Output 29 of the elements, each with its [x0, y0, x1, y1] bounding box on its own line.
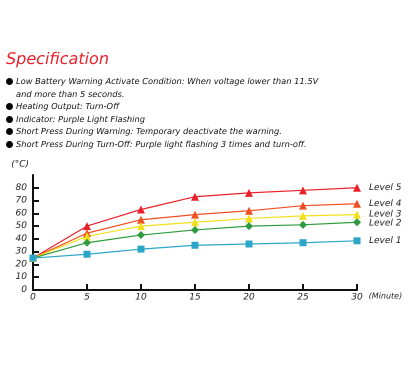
y-tick-label: 50: [16, 221, 28, 232]
y-tick-label: 10: [16, 272, 28, 282]
x-tick-label: 25: [297, 292, 309, 302]
text: Short Press During Warning: Temporary deactivate the warning.: [6, 125, 336, 138]
y-tick-label: 80: [16, 182, 28, 193]
text: Low Battery Warning Activate Condition: When voltage lower than 11.5V and more than 5 seconds.: [6, 75, 336, 100]
series-label: Level 1: [369, 236, 402, 246]
y-tick-label: 60: [16, 208, 28, 218]
x-tick-label: 20: [243, 292, 255, 302]
x-tick-label: 10: [135, 292, 147, 302]
y-tick-label: 40: [16, 234, 28, 244]
x-axis-title: (Minute): [368, 292, 402, 300]
y-tick-label: 30: [16, 246, 28, 257]
y-tick-label: 70: [16, 196, 28, 206]
x-tick-label: 0: [30, 292, 36, 302]
text: Heating Output: Turn-Off: [6, 100, 336, 113]
y-tick-label: 20: [16, 259, 28, 270]
x-tick-label: 5: [84, 292, 90, 302]
x-tick-label: 15: [189, 292, 201, 302]
y-tick-label: 0: [21, 285, 28, 295]
series-label: Level 3: [369, 210, 402, 220]
text: Short Press During Turn-Off: Purple light flashing 3 times and turn-off.: [6, 138, 336, 151]
text: Indicator: Purple Light Flashing: [6, 112, 336, 126]
series-label: Level 5: [369, 182, 402, 193]
x-tick-label: 30: [351, 292, 363, 302]
series-label: Level 4: [369, 198, 402, 209]
y-axis-title: (°C): [11, 160, 29, 170]
series-label: Level 2: [369, 218, 402, 229]
chart-title: Specification: [6, 49, 109, 68]
